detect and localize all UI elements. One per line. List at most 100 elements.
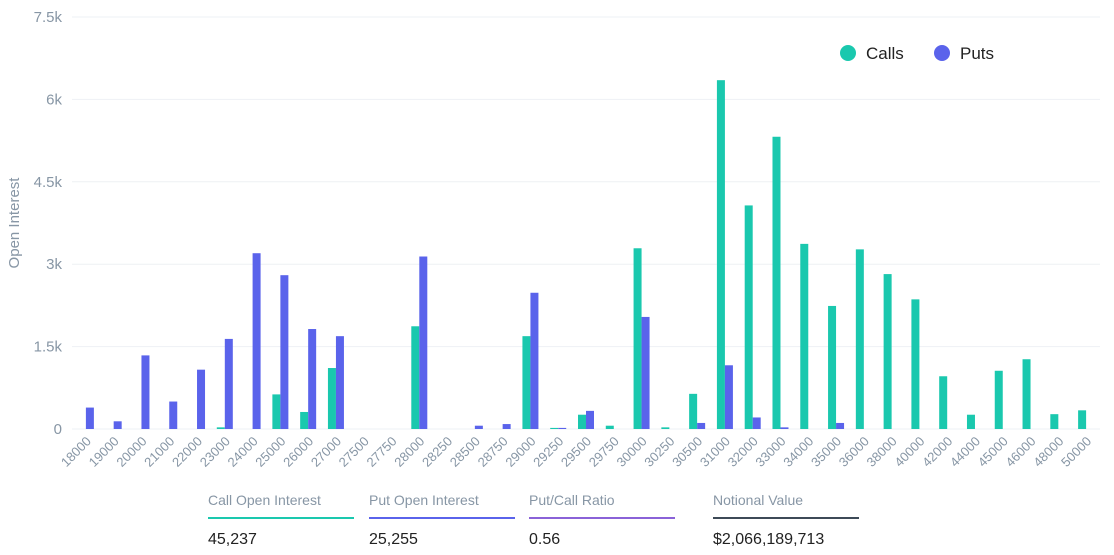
- x-tick-label: 34000: [780, 434, 816, 470]
- bar-calls-36000: [855, 249, 864, 429]
- bar-puts-33000: [780, 427, 789, 429]
- bar-puts-32000: [752, 417, 761, 429]
- bar-calls-48000: [1050, 414, 1059, 429]
- bar-calls-32000: [744, 205, 753, 429]
- bar-calls-30500: [689, 393, 698, 429]
- x-tick-label: 23000: [197, 434, 233, 470]
- x-tick-label: 44000: [947, 434, 983, 470]
- bar-puts-30500: [697, 422, 706, 429]
- stat-put-open-interest: Put Open Interest 25,255: [369, 490, 515, 549]
- stat-call-open-interest: Call Open Interest 45,237: [208, 490, 354, 549]
- x-tick-label: 18000: [58, 434, 94, 470]
- legend-label-puts[interactable]: Puts: [960, 44, 994, 63]
- stat-underline: [713, 517, 859, 519]
- bar-calls-50000: [1078, 410, 1087, 429]
- y-tick-label: 1.5k: [34, 339, 63, 356]
- stat-label: Call Open Interest: [208, 492, 321, 508]
- legend-label-calls[interactable]: Calls: [866, 44, 904, 63]
- chart-svg: 0 1.5k 3k 4.5k 6k 7.5k Open Interest 1800019000…: [6, 9, 1100, 470]
- x-tick-label: 29250: [530, 434, 566, 470]
- stat-underline: [529, 517, 675, 519]
- bar-calls-25000: [272, 394, 281, 429]
- stat-value: $2,066,189,713: [713, 531, 825, 548]
- bar-puts-26000: [308, 329, 317, 429]
- x-tick-label: 48000: [1030, 434, 1066, 470]
- y-tick-label: 0: [54, 421, 62, 438]
- bar-puts-18000: [85, 407, 94, 429]
- x-tick-label: 28750: [475, 434, 511, 470]
- stat-value: 25,255: [369, 531, 418, 548]
- x-tick-label: 27500: [336, 434, 372, 470]
- y-tick-label: 3k: [46, 256, 62, 273]
- bar-puts-28750: [502, 424, 511, 429]
- bar-calls-29500: [578, 414, 586, 429]
- bar-calls-30000: [633, 248, 642, 429]
- bar-calls-38000: [883, 274, 892, 429]
- x-tick-label: 30250: [641, 434, 677, 470]
- x-tick-label: 31000: [697, 434, 733, 470]
- x-tick-label: 28500: [447, 434, 483, 470]
- bar-puts-23000: [224, 338, 233, 429]
- x-tick-label: 30000: [614, 434, 650, 470]
- stat-value: 0.56: [529, 531, 561, 548]
- bar-calls-34000: [800, 243, 809, 429]
- stat-underline: [369, 517, 515, 519]
- x-tick-label: 28000: [391, 434, 427, 470]
- bar-puts-29500: [586, 410, 594, 429]
- bar-calls-46000: [1022, 359, 1031, 429]
- x-tick-label: 26000: [280, 434, 316, 470]
- bar-calls-28000: [411, 326, 420, 429]
- x-tick-label: 45000: [975, 434, 1011, 470]
- y-tick-label: 4.5k: [34, 174, 63, 191]
- x-tick-label: 36000: [836, 434, 872, 470]
- bar-calls-23000: [216, 427, 225, 429]
- bar-calls-29000: [522, 336, 531, 429]
- bar-puts-29000: [530, 292, 539, 429]
- bar-calls-26000: [300, 411, 309, 429]
- bar-puts-19000: [113, 421, 122, 429]
- x-tick-label: 35000: [808, 434, 844, 470]
- bar-calls-27000: [327, 368, 336, 429]
- x-tick-label: 30500: [669, 434, 705, 470]
- y-tick-label: 6k: [46, 91, 62, 108]
- summary-stats: Call Open Interest 45,237 Put Open Inter…: [0, 490, 1114, 555]
- x-tick-label: 27000: [308, 434, 344, 470]
- bar-calls-44000: [966, 414, 975, 429]
- x-tick-label: 28250: [419, 434, 455, 470]
- x-tick-label: 25000: [252, 434, 288, 470]
- bar-calls-31000: [716, 80, 725, 429]
- x-tick-label: 29500: [558, 434, 594, 470]
- open-interest-chart: 0 1.5k 3k 4.5k 6k 7.5k Open Interest 18000 19000…: [6, 9, 1100, 470]
- x-tick-label: 38000: [864, 434, 900, 470]
- x-tick-label: 24000: [225, 434, 261, 470]
- stat-notional-value: Notional Value $2,066,189,713: [713, 490, 859, 549]
- bar-puts-22000: [197, 369, 206, 429]
- bar-calls-45000: [994, 370, 1003, 429]
- x-tick-label: 22000: [169, 434, 205, 470]
- bar-calls-29250: [550, 427, 559, 429]
- bar-puts-21000: [169, 401, 178, 429]
- bar-puts-28500: [474, 425, 483, 429]
- stat-label: Put/Call Ratio: [529, 492, 615, 508]
- bar-calls-42000: [939, 376, 948, 429]
- x-tick-label: 46000: [1002, 434, 1038, 470]
- bar-puts-35000: [836, 422, 845, 429]
- x-tick-label: 50000: [1058, 434, 1094, 470]
- bar-puts-28000: [419, 256, 428, 429]
- bar-calls-29750: [605, 425, 614, 429]
- bar-puts-20000: [141, 355, 150, 429]
- bar-calls-30250: [661, 427, 670, 429]
- y-axis-label: Open Interest: [6, 177, 23, 269]
- bar-calls-33000: [772, 136, 781, 429]
- bar-puts-27000: [335, 336, 344, 429]
- stat-value: 45,237: [208, 531, 257, 548]
- x-tick-label: 40000: [891, 434, 927, 470]
- x-tick-label: 19000: [86, 434, 122, 470]
- bar-calls-40000: [911, 299, 920, 429]
- bar-calls-35000: [828, 305, 837, 429]
- x-tick-label: 29000: [502, 434, 538, 470]
- bar-puts-29250: [558, 427, 567, 429]
- stat-underline: [208, 517, 354, 519]
- legend-marker-puts: [934, 45, 950, 61]
- bar-puts-25000: [280, 275, 289, 429]
